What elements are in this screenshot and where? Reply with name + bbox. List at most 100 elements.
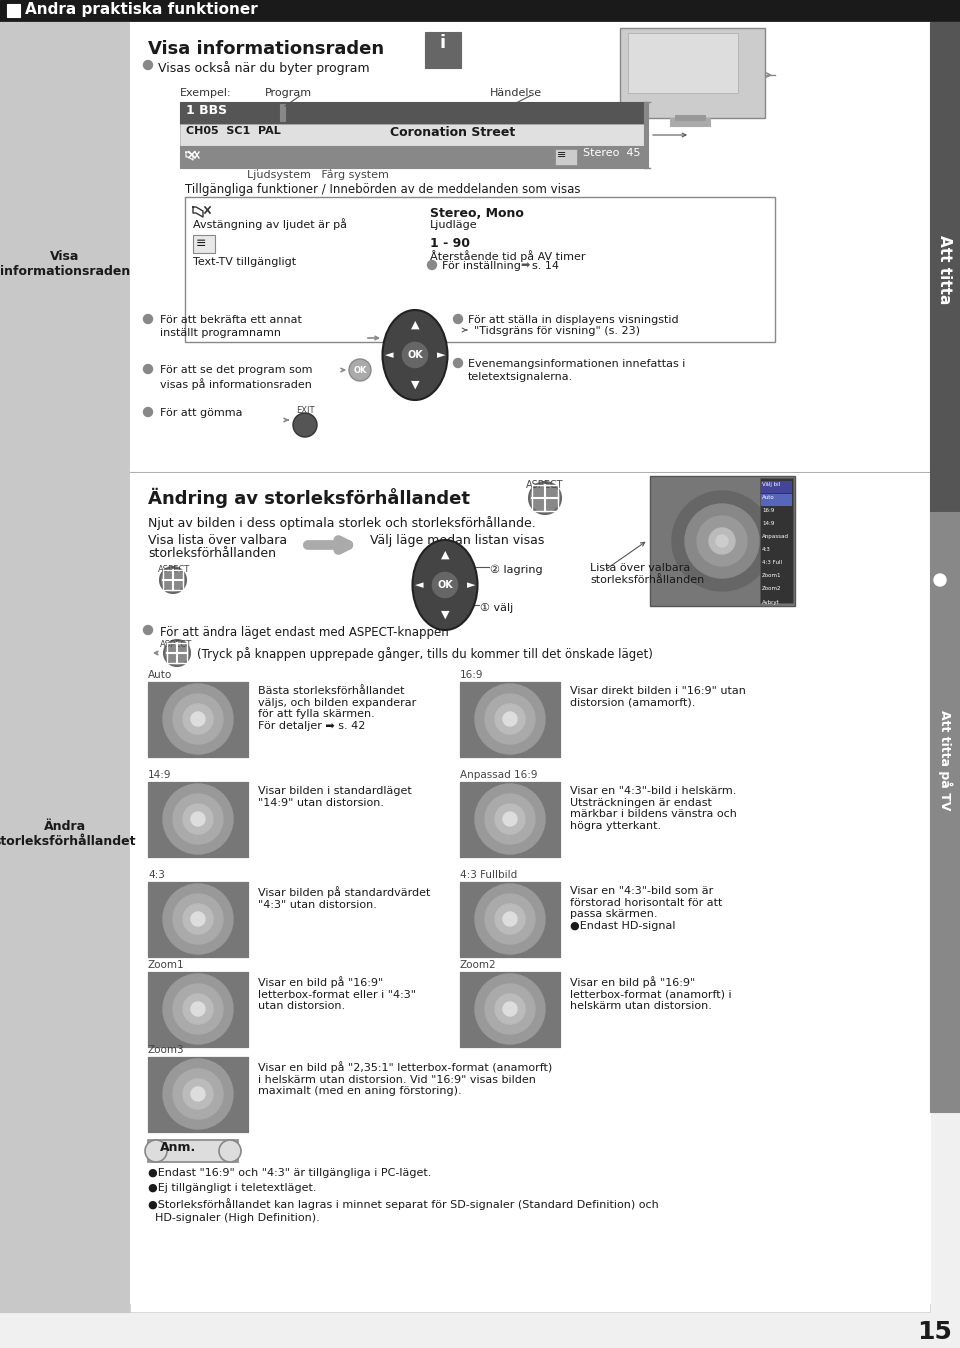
Text: Lista över valbara
storleksförhållanden: Lista över valbara storleksförhållanden — [590, 563, 705, 585]
Text: Att titta: Att titta — [938, 236, 952, 305]
Circle shape — [529, 483, 561, 514]
Text: ② lagring: ② lagring — [490, 565, 542, 576]
Circle shape — [503, 712, 517, 727]
Bar — [460, 682, 560, 758]
Text: EXIT: EXIT — [296, 406, 314, 415]
Bar — [930, 22, 960, 512]
Bar — [460, 882, 560, 957]
Circle shape — [163, 785, 233, 855]
Text: Ändring av storleksförhållandet: Ändring av storleksförhållandet — [148, 488, 470, 508]
Bar — [180, 124, 645, 146]
Circle shape — [453, 359, 463, 368]
Text: Välj bil: Välj bil — [762, 483, 780, 487]
Bar — [532, 485, 558, 511]
Text: För inställning: För inställning — [442, 262, 524, 271]
Bar — [148, 1140, 238, 1162]
Text: 16:9: 16:9 — [762, 508, 775, 514]
Text: Visar en bild på "16:9"
letterbox-format (anamorft) i
helskärm utan distorsion.: Visar en bild på "16:9" letterbox-format… — [570, 976, 732, 1011]
Text: Visar bilden i standardläget
"14:9" utan distorsion.: Visar bilden i standardläget "14:9" utan… — [258, 786, 412, 807]
Text: ▲: ▲ — [411, 319, 420, 330]
Bar — [148, 782, 248, 857]
Text: Ändra
storleksförhållandet: Ändra storleksförhållandet — [0, 820, 136, 848]
Bar — [148, 972, 248, 1047]
Bar — [163, 570, 183, 590]
Text: 4:3 Fullbild: 4:3 Fullbild — [460, 869, 517, 880]
Text: Visar en bild på "2,35:1" letterbox-format (anamorft)
i helskärm utan distorsion: Visar en bild på "2,35:1" letterbox-form… — [258, 1061, 552, 1096]
Circle shape — [191, 1002, 205, 1016]
Text: visas på informationsraden: visas på informationsraden — [160, 377, 312, 390]
Text: Visar direkt bilden i "16:9" utan
distorsion (amamorft).: Visar direkt bilden i "16:9" utan distor… — [570, 686, 746, 708]
Bar — [460, 782, 560, 857]
Text: ▼: ▼ — [441, 611, 449, 620]
Text: Välj läge medan listan visas: Välj läge medan listan visas — [370, 534, 544, 547]
Circle shape — [163, 1060, 233, 1130]
Circle shape — [401, 341, 429, 369]
Bar — [193, 235, 215, 253]
Text: Evenemangsinformationen innefattas i: Evenemangsinformationen innefattas i — [468, 359, 685, 369]
Text: teletextsignalerna.: teletextsignalerna. — [468, 372, 573, 381]
Circle shape — [716, 535, 728, 547]
Text: För att ändra läget endast med ASPECT-knappen: För att ändra läget endast med ASPECT-kn… — [160, 625, 448, 639]
Bar — [180, 102, 645, 124]
Text: Visar en "4:3"-bild som är
förstorad horisontalt för att
passa skärmen.
●Endast : Visar en "4:3"-bild som är förstorad hor… — [570, 886, 722, 931]
Circle shape — [160, 568, 186, 593]
Circle shape — [685, 504, 759, 578]
Circle shape — [163, 884, 233, 954]
Bar — [130, 473, 930, 1304]
Circle shape — [475, 683, 545, 754]
Text: Visar en "4:3"-bild i helskärm.
Utsträckningen är endast
märkbar i bildens vänst: Visar en "4:3"-bild i helskärm. Utsträck… — [570, 786, 737, 830]
Bar — [460, 682, 560, 758]
Circle shape — [163, 683, 233, 754]
Bar — [644, 102, 648, 168]
Circle shape — [143, 314, 153, 324]
Text: Zoom2: Zoom2 — [762, 586, 781, 590]
Text: Zoom2: Zoom2 — [460, 960, 496, 971]
Circle shape — [934, 574, 946, 586]
Circle shape — [191, 811, 205, 826]
Text: Visar en bild på "16:9"
letterbox-format eller i "4:3"
utan distorsion.: Visar en bild på "16:9" letterbox-format… — [258, 976, 416, 1011]
Text: Stereo, Mono: Stereo, Mono — [430, 208, 524, 220]
Text: Återstående tid på AV timer: Återstående tid på AV timer — [430, 249, 586, 262]
Circle shape — [709, 528, 735, 554]
Text: Visas också när du byter program: Visas också när du byter program — [158, 61, 370, 75]
Text: ASPECT: ASPECT — [160, 640, 192, 648]
Bar — [460, 882, 560, 957]
Bar — [930, 512, 960, 1112]
Circle shape — [485, 794, 535, 844]
Bar — [130, 22, 930, 472]
Circle shape — [485, 694, 535, 744]
Circle shape — [697, 516, 747, 566]
Text: Auto: Auto — [762, 495, 775, 500]
Ellipse shape — [382, 310, 447, 400]
Circle shape — [183, 1078, 213, 1109]
Text: För att se det program som: För att se det program som — [160, 365, 313, 375]
Text: För att ställa in displayens visningstid: För att ställa in displayens visningstid — [468, 315, 679, 325]
Circle shape — [191, 1086, 205, 1101]
Text: ≡: ≡ — [196, 237, 206, 249]
Text: OK: OK — [437, 580, 453, 590]
Text: Stereo  45: Stereo 45 — [583, 148, 640, 158]
Text: CH05  SC1  PAL: CH05 SC1 PAL — [186, 125, 280, 136]
Circle shape — [349, 359, 371, 381]
Circle shape — [503, 913, 517, 926]
Text: Tillgängliga funktioner / Innebörden av de meddelanden som visas: Tillgängliga funktioner / Innebörden av … — [185, 183, 581, 195]
Bar — [148, 682, 248, 758]
Text: ① välj: ① välj — [480, 603, 514, 613]
Text: 14:9: 14:9 — [148, 770, 172, 780]
Bar — [460, 972, 560, 1047]
Text: 15: 15 — [918, 1320, 952, 1344]
Bar — [148, 682, 248, 758]
Text: 4:3: 4:3 — [148, 869, 165, 880]
Text: Njut av bilden i dess optimala storlek och storleksförhållande.: Njut av bilden i dess optimala storlek o… — [148, 516, 536, 530]
Circle shape — [143, 61, 153, 70]
Text: Anm.: Anm. — [160, 1140, 196, 1154]
Text: Visa
informationsraden: Visa informationsraden — [0, 249, 131, 278]
Text: 14:9: 14:9 — [762, 520, 775, 526]
Text: ●Storleksförhållandet kan lagras i minnet separat för SD-signaler (Standard Defi: ●Storleksförhållandet kan lagras i minne… — [148, 1198, 659, 1211]
Circle shape — [173, 894, 223, 944]
Bar — [670, 119, 710, 125]
Circle shape — [173, 794, 223, 844]
Text: OK: OK — [407, 350, 422, 360]
Circle shape — [293, 412, 317, 437]
Text: inställt programnamn: inställt programnamn — [160, 328, 281, 338]
